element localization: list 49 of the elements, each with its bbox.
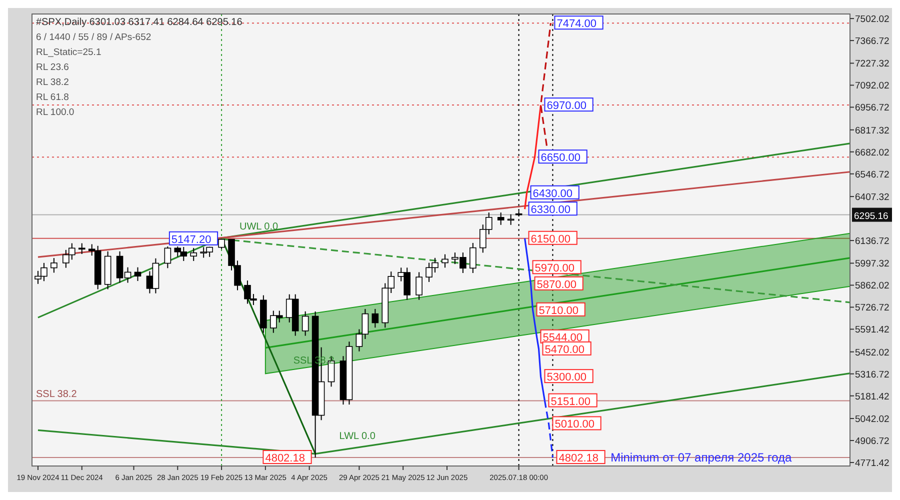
annotation: SSL 38.2 — [293, 356, 335, 367]
annotation: 6650.00 — [540, 152, 581, 164]
chart-title: #SPX,Daily 6301.03 6317.41 6284.64 6295.16 — [36, 17, 243, 28]
annotation: 5470.00 — [544, 344, 585, 356]
y-tick-label: 5181.42 — [855, 391, 890, 402]
annotation: 5710.00 — [538, 304, 579, 317]
annotation: 5544.00 — [542, 332, 583, 344]
annotation: 6 / 1440 / 55 / 89 / APs-652 — [36, 32, 152, 43]
annotation: 5300.00 — [546, 372, 587, 384]
y-tick-label: 4771.42 — [855, 458, 890, 470]
y-tick-label: 6407.32 — [855, 192, 890, 204]
annotation: 5147.20 — [171, 234, 212, 246]
y-tick-label: 6682.02 — [855, 147, 890, 158]
annotation: 6430.00 — [532, 188, 573, 200]
y-tick-label: 5316.72 — [855, 369, 890, 380]
y-tick-label: 5591.42 — [855, 324, 890, 336]
y-tick-label: 6546.72 — [855, 169, 890, 180]
annotation: RL 100.0 — [36, 107, 74, 118]
annotation: 5151.00 — [550, 396, 591, 408]
y-tick-label: 5042.02 — [855, 414, 890, 426]
y-tick-label: 6817.32 — [855, 125, 890, 136]
annotation: 5010.00 — [554, 418, 594, 431]
annotation: 6330.00 — [530, 204, 571, 216]
annotation: 6150.00 — [530, 233, 571, 246]
y-tick-label: 5726.72 — [855, 302, 890, 314]
annotation: RL_Static=25.1 — [36, 47, 102, 58]
annotation: UWL 0.0 — [240, 221, 278, 232]
annotation: LWL 0.0 — [339, 431, 376, 442]
y-tick-label: 6136.72 — [855, 236, 890, 248]
y-tick-label: 6956.72 — [855, 102, 890, 114]
y-tick-label: 7502.02 — [855, 14, 890, 26]
annotation: RL 23.6 — [36, 62, 69, 73]
y-tick-label: 5997.32 — [855, 258, 890, 270]
annotation: 5970.00 — [534, 262, 575, 275]
y-tick-label: 7092.02 — [855, 80, 890, 92]
annotation: 7474.00 — [556, 18, 596, 30]
annotation: 5870.00 — [536, 278, 577, 291]
y-tick-label: 5452.02 — [855, 347, 890, 358]
ref-line-label: 6295.16 — [854, 210, 888, 222]
y-tick-label: 5862.02 — [855, 280, 890, 292]
annotation: 6970.00 — [546, 100, 587, 112]
y-tick-label: 4906.72 — [855, 436, 890, 448]
y-tick-label: 7366.72 — [855, 36, 890, 48]
annotation: 4802.18 — [558, 452, 598, 465]
ref-line-label: SSL 38.2 — [36, 388, 78, 400]
annotation: 4802.18 — [265, 452, 305, 465]
y-tick-label: 7227.32 — [855, 58, 890, 70]
annotation: RL 61.8 — [36, 92, 69, 103]
annotation: RL 38.2 — [36, 77, 69, 88]
